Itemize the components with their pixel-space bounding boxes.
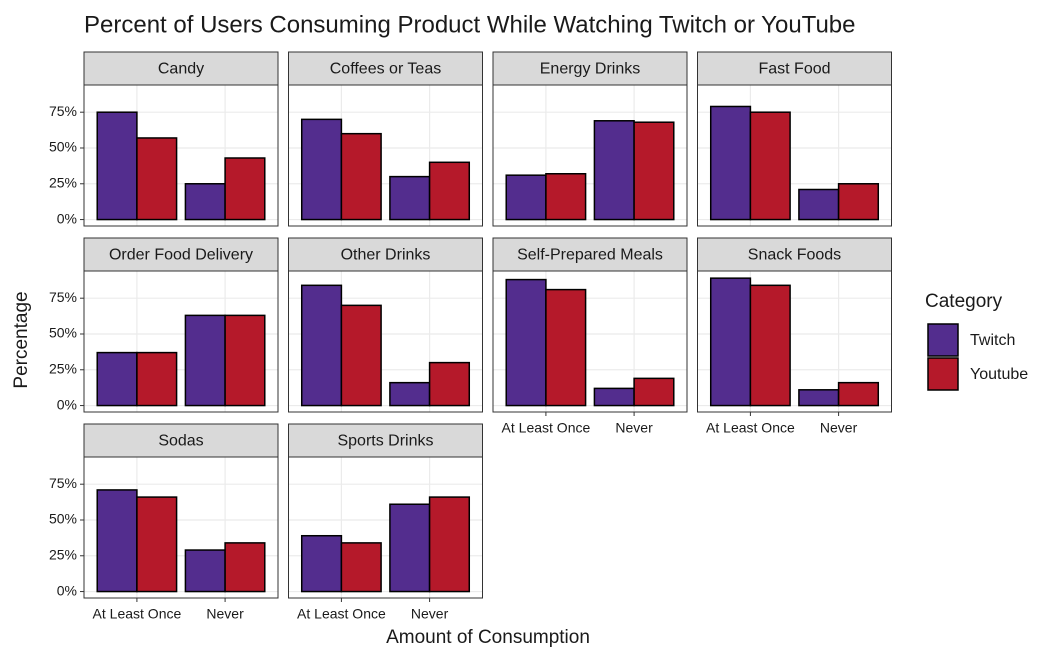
bar: [136, 351, 178, 407]
bar: [224, 314, 266, 407]
y-tick-label: 50%: [49, 511, 77, 527]
bar: [837, 381, 880, 407]
panel-border: [697, 84, 892, 227]
legend-title: Category: [925, 291, 1003, 312]
x-tick-label: At Least Once: [93, 606, 182, 622]
bar: [389, 503, 431, 593]
bar: [428, 361, 471, 407]
bar: [340, 132, 382, 221]
bar: [136, 496, 178, 593]
y-tick-label: 50%: [49, 139, 77, 155]
bar: [389, 175, 431, 221]
strip: [697, 237, 892, 272]
facet-label: Sodas: [158, 433, 203, 450]
x-tick-label: Never: [820, 420, 858, 436]
bar: [300, 534, 343, 593]
bar: [633, 121, 675, 221]
bar: [709, 105, 752, 221]
bar: [96, 111, 138, 221]
bar: [593, 120, 635, 221]
bar: [96, 351, 138, 407]
panel-border: [288, 456, 483, 599]
bar: [798, 389, 840, 407]
facet-label: Other Drinks: [341, 247, 431, 264]
facet-label: Fast Food: [758, 61, 830, 78]
bar: [798, 188, 840, 221]
strip: [492, 237, 688, 272]
bar: [224, 542, 266, 593]
bar: [749, 111, 791, 221]
bar: [96, 489, 138, 593]
strip: [288, 423, 483, 458]
y-axis-label: Percentage: [11, 291, 32, 388]
facet-label: Sports Drinks: [337, 433, 433, 450]
strip: [83, 237, 279, 272]
panel-border: [492, 84, 688, 227]
y-tick-label: 75%: [49, 103, 77, 119]
chart-title: Percent of Users Consuming Product While…: [84, 11, 855, 38]
bar: [340, 542, 382, 593]
panel-border: [83, 270, 279, 413]
facet-label: Order Food Delivery: [109, 247, 253, 264]
y-tick-label: 0%: [57, 210, 77, 226]
y-tick-label: 75%: [49, 475, 77, 491]
panel-border: [492, 270, 688, 413]
y-tick-label: 25%: [49, 546, 77, 562]
strip: [83, 423, 279, 458]
legend-label: Youtube: [970, 366, 1028, 383]
strip: [83, 51, 279, 86]
y-tick-label: 75%: [49, 289, 77, 305]
strip: [288, 237, 483, 272]
y-tick-label: 0%: [57, 396, 77, 412]
bar: [340, 304, 382, 407]
bar: [709, 277, 752, 407]
legend-swatch: [927, 357, 959, 391]
panel-border: [288, 84, 483, 227]
x-tick-label: Never: [615, 420, 653, 436]
bar: [505, 174, 547, 221]
facet-label: Coffees or Teas: [330, 61, 441, 78]
bar: [749, 284, 791, 407]
facet-label: Candy: [158, 61, 204, 78]
x-tick-label: Never: [411, 606, 449, 622]
bar: [184, 549, 226, 593]
bar: [184, 314, 226, 407]
bar: [224, 157, 266, 221]
bar: [389, 381, 431, 407]
facet-label: Energy Drinks: [540, 61, 640, 78]
bar: [136, 137, 178, 221]
legend-label: Twitch: [970, 332, 1015, 349]
bar: [837, 183, 880, 221]
facet-label: Snack Foods: [748, 247, 841, 264]
x-tick-label: At Least Once: [706, 420, 795, 436]
bar: [505, 278, 547, 407]
bar: [545, 173, 587, 221]
y-tick-label: 25%: [49, 360, 77, 376]
panel-border: [83, 456, 279, 599]
bar: [593, 387, 635, 407]
panel-border: [697, 270, 892, 413]
bar: [428, 496, 471, 593]
bar: [300, 284, 343, 407]
legend-swatch: [927, 323, 959, 357]
x-tick-label: At Least Once: [297, 606, 386, 622]
x-axis-label: Amount of Consumption: [386, 627, 590, 648]
y-tick-label: 0%: [57, 582, 77, 598]
bar: [633, 377, 675, 407]
panel-border: [83, 84, 279, 227]
y-tick-label: 50%: [49, 325, 77, 341]
bar: [428, 161, 471, 221]
x-tick-label: At Least Once: [502, 420, 591, 436]
x-tick-label: Never: [206, 606, 244, 622]
panel-border: [288, 270, 483, 413]
bar: [184, 183, 226, 221]
bar: [300, 118, 343, 221]
y-tick-label: 25%: [49, 174, 77, 190]
strip: [492, 51, 688, 86]
bar: [545, 288, 587, 407]
facet-label: Self-Prepared Meals: [517, 247, 663, 264]
